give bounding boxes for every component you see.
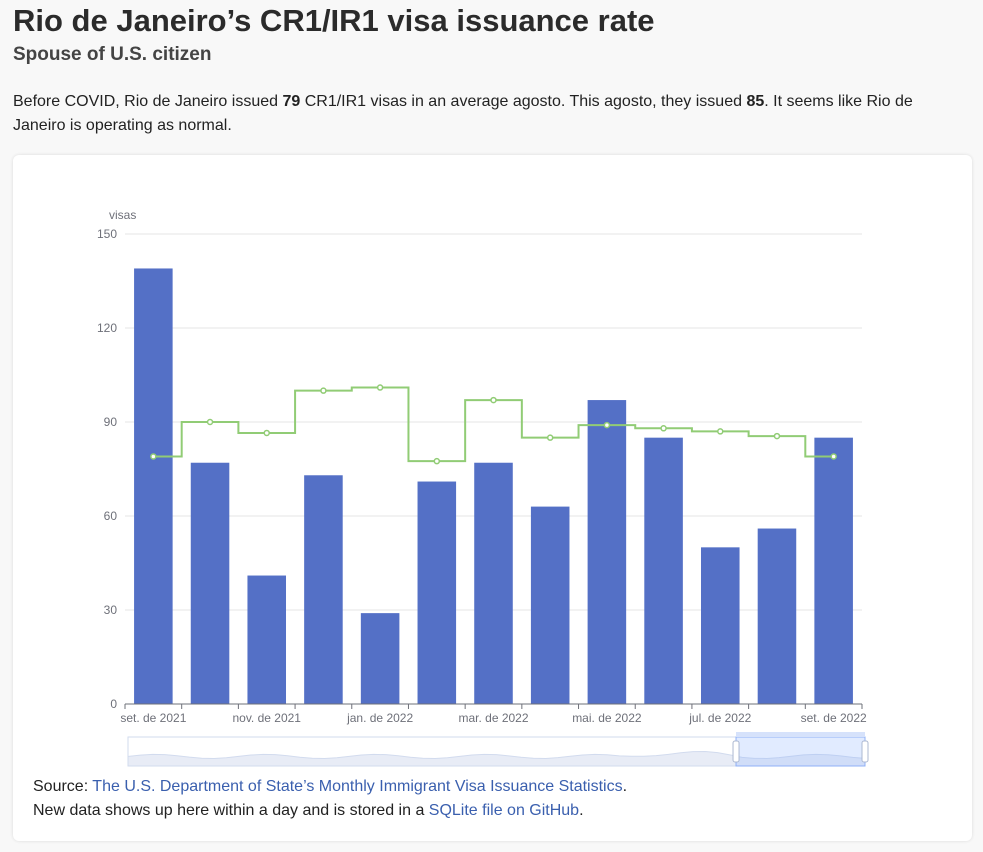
summary-part-3: . It seems like Rio de Janeiro is operat…: [13, 93, 913, 134]
bar[interactable]: [530, 506, 570, 704]
line-point[interactable]: [773, 432, 781, 440]
line-point[interactable]: [546, 434, 554, 441]
bar[interactable]: [814, 437, 853, 704]
zoom-resize-handle[interactable]: [732, 740, 740, 763]
bar[interactable]: [247, 575, 287, 704]
bar[interactable]: [304, 475, 343, 704]
zoom-move-handle[interactable]: [736, 732, 865, 737]
zoom-overview: [127, 751, 866, 767]
x-tick-label: mar. de 2022: [458, 711, 528, 725]
axes: 0 30 60 90 120 150 visas set. de 2021 nov. de 20…: [97, 208, 867, 725]
line-point[interactable]: [376, 384, 384, 391]
y-tick-label: 120: [97, 321, 117, 335]
bar[interactable]: [587, 400, 627, 704]
y-tick-label: 90: [104, 415, 118, 429]
average-line-series: [150, 384, 837, 465]
visa-chart[interactable]: 0 30 60 90 120 150 visas set. de 2021 nov. de 20…: [13, 155, 972, 775]
sqlite-github-link[interactable]: SQLite file on GitHub: [428, 802, 580, 819]
bar[interactable]: [134, 268, 173, 704]
bar[interactable]: [190, 462, 230, 704]
summary-text: Before COVID, Rio de Janeiro issued 79 C…: [13, 90, 968, 138]
before-covid-value: 79: [282, 93, 301, 110]
bar[interactable]: [644, 437, 683, 704]
line-point[interactable]: [603, 421, 611, 429]
zoom-resize-handle[interactable]: [861, 740, 869, 763]
zoom-selection[interactable]: [735, 736, 866, 767]
bar[interactable]: [360, 613, 400, 704]
line-point[interactable]: [150, 453, 157, 460]
page-title: Rio de Janeiro’s CR1/IR1 visa issuance r…: [13, 3, 655, 38]
line-point[interactable]: [263, 429, 270, 437]
line-point[interactable]: [660, 425, 667, 432]
bar[interactable]: [700, 547, 740, 704]
summary-part-2: CR1/IR1 visas in an average agosto. This…: [300, 93, 747, 110]
chart-card: 0 30 60 90 120 150 visas set. de 2021 nov. de 20…: [13, 155, 972, 841]
bar-series: [134, 268, 853, 704]
source-prefix: Source:: [33, 778, 93, 795]
y-tick-label: 0: [110, 697, 117, 711]
current-value: 85: [746, 93, 765, 110]
x-tick-label: jul. de 2022: [688, 711, 751, 725]
y-axis-label: visas: [109, 208, 136, 222]
source-line2-suffix: .: [579, 802, 584, 819]
x-tick-label: mai. de 2022: [572, 711, 642, 725]
source-line2-prefix: New data shows up here within a day and …: [33, 802, 429, 819]
x-tick-label: nov. de 2021: [232, 711, 301, 725]
line-point[interactable]: [490, 396, 497, 404]
line-point[interactable]: [717, 428, 724, 435]
x-tick-label: set. de 2021: [120, 711, 186, 725]
bar[interactable]: [757, 528, 797, 704]
x-tick-label: set. de 2022: [801, 711, 867, 725]
x-tick-label: jan. de 2022: [346, 711, 413, 725]
line-point[interactable]: [830, 453, 837, 460]
source-text: Source: The U.S. Department of State’s M…: [33, 775, 627, 823]
y-tick-label: 60: [104, 509, 118, 523]
page-subtitle: Spouse of U.S. citizen: [13, 44, 212, 65]
line-point[interactable]: [206, 418, 214, 426]
bar[interactable]: [474, 462, 513, 704]
data-zoom-slider[interactable]: [127, 732, 869, 767]
source-suffix: .: [622, 778, 628, 795]
state-dept-link[interactable]: The U.S. Department of State’s Monthly I…: [92, 778, 623, 795]
line-point[interactable]: [320, 387, 327, 394]
bar[interactable]: [417, 481, 457, 704]
line-point[interactable]: [433, 457, 441, 465]
y-tick-label: 30: [104, 603, 118, 617]
summary-part-1: Before COVID, Rio de Janeiro issued: [13, 93, 283, 110]
y-tick-label: 150: [97, 227, 117, 241]
